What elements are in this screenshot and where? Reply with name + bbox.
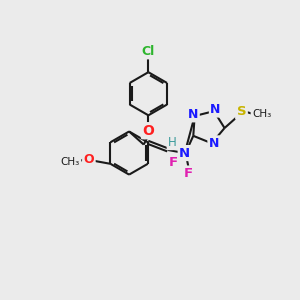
Text: N: N	[188, 108, 198, 121]
Text: Cl: Cl	[142, 45, 155, 58]
Text: O: O	[142, 124, 154, 138]
Text: N: N	[209, 137, 219, 150]
Text: O: O	[84, 153, 94, 166]
Text: CH₃: CH₃	[61, 157, 80, 167]
Text: F: F	[184, 167, 193, 180]
Text: CH₃: CH₃	[252, 109, 271, 119]
Text: H: H	[168, 136, 177, 149]
Text: S: S	[237, 105, 246, 119]
Text: F: F	[169, 156, 178, 169]
Text: N: N	[210, 103, 221, 116]
Text: N: N	[179, 146, 190, 160]
